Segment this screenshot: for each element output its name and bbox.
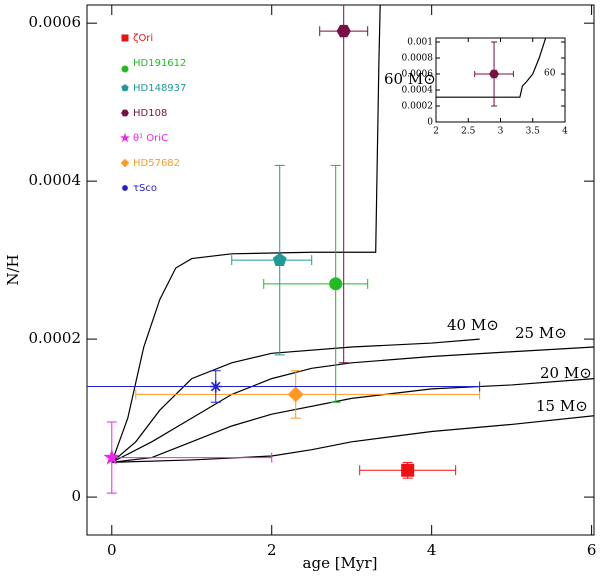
y-tick-label: 0 <box>71 487 81 505</box>
legend-marker <box>121 84 129 92</box>
track-label: 60 <box>544 69 556 79</box>
x-tick-label: 6 <box>587 541 597 559</box>
x-tick-label: 4 <box>427 541 437 559</box>
y-error-bar <box>338 5 349 364</box>
legend-label: HD108 <box>133 108 167 119</box>
y-tick-label: 0.0008 <box>402 54 434 64</box>
plot-area <box>87 5 594 494</box>
model-track <box>111 346 594 463</box>
x-tick-label: 2 <box>267 541 277 559</box>
y-tick-label: 0.0006 <box>402 70 434 80</box>
y-tick-label: 0.0002 <box>402 102 434 112</box>
model-track <box>436 38 547 98</box>
marker <box>401 463 415 477</box>
marker <box>103 448 121 465</box>
plot-frame <box>86 4 595 536</box>
y-tick-label: 0.0004 <box>29 171 82 189</box>
x-error-bar <box>87 381 481 392</box>
marker <box>272 252 287 266</box>
y-tick-label: 0.001 <box>407 38 433 48</box>
marker <box>287 386 304 403</box>
x-error-bar <box>135 389 481 400</box>
x-tick-label: 2.5 <box>461 127 476 137</box>
plot-frame <box>435 37 566 123</box>
x-axis-label: age [Myr] <box>303 554 378 572</box>
x-tick-label: 0 <box>107 541 117 559</box>
x-tick-label: 3 <box>498 127 504 137</box>
legend-marker <box>121 34 129 42</box>
legend-marker <box>122 185 128 191</box>
legend-label: τSco <box>133 183 157 194</box>
marker <box>489 69 500 79</box>
legend-label: HD57682 <box>133 158 180 169</box>
legend-label: HD191612 <box>133 58 186 69</box>
plot-area <box>436 38 547 107</box>
legend-marker <box>121 109 129 117</box>
legend-label: HD148937 <box>133 83 186 94</box>
legend-label: ζOri <box>133 33 153 44</box>
model-track <box>111 5 381 463</box>
x-error-bar <box>263 278 369 289</box>
marker <box>329 277 343 291</box>
track-label: 40 M⊙ <box>447 316 499 334</box>
legend-marker <box>120 158 130 168</box>
x-tick-label: 4 <box>562 127 568 137</box>
x-tick-label: 3.5 <box>526 127 541 137</box>
y-tick-label: 0 <box>427 118 433 128</box>
legend-marker <box>119 132 131 143</box>
marker <box>336 24 351 38</box>
model-track <box>111 415 594 463</box>
model-track <box>111 338 480 463</box>
track-label: 15 M⊙ <box>536 397 588 415</box>
track-label: 20 M⊙ <box>540 364 592 382</box>
x-tick-label: 2 <box>433 127 439 137</box>
y-tick-label: 0.0002 <box>29 329 82 347</box>
model-track <box>111 378 594 463</box>
y-axis-label: N/H <box>4 254 22 285</box>
legend-marker <box>121 65 129 73</box>
x-error-bar <box>231 255 313 266</box>
track-label: 25 M⊙ <box>515 324 567 342</box>
marker <box>209 380 222 393</box>
track-label: 60 M⊙ <box>384 70 436 88</box>
y-tick-label: 0.0004 <box>402 86 434 96</box>
y-tick-label: 0.0006 <box>29 13 82 31</box>
legend-label: θ¹ OriC <box>133 133 168 144</box>
